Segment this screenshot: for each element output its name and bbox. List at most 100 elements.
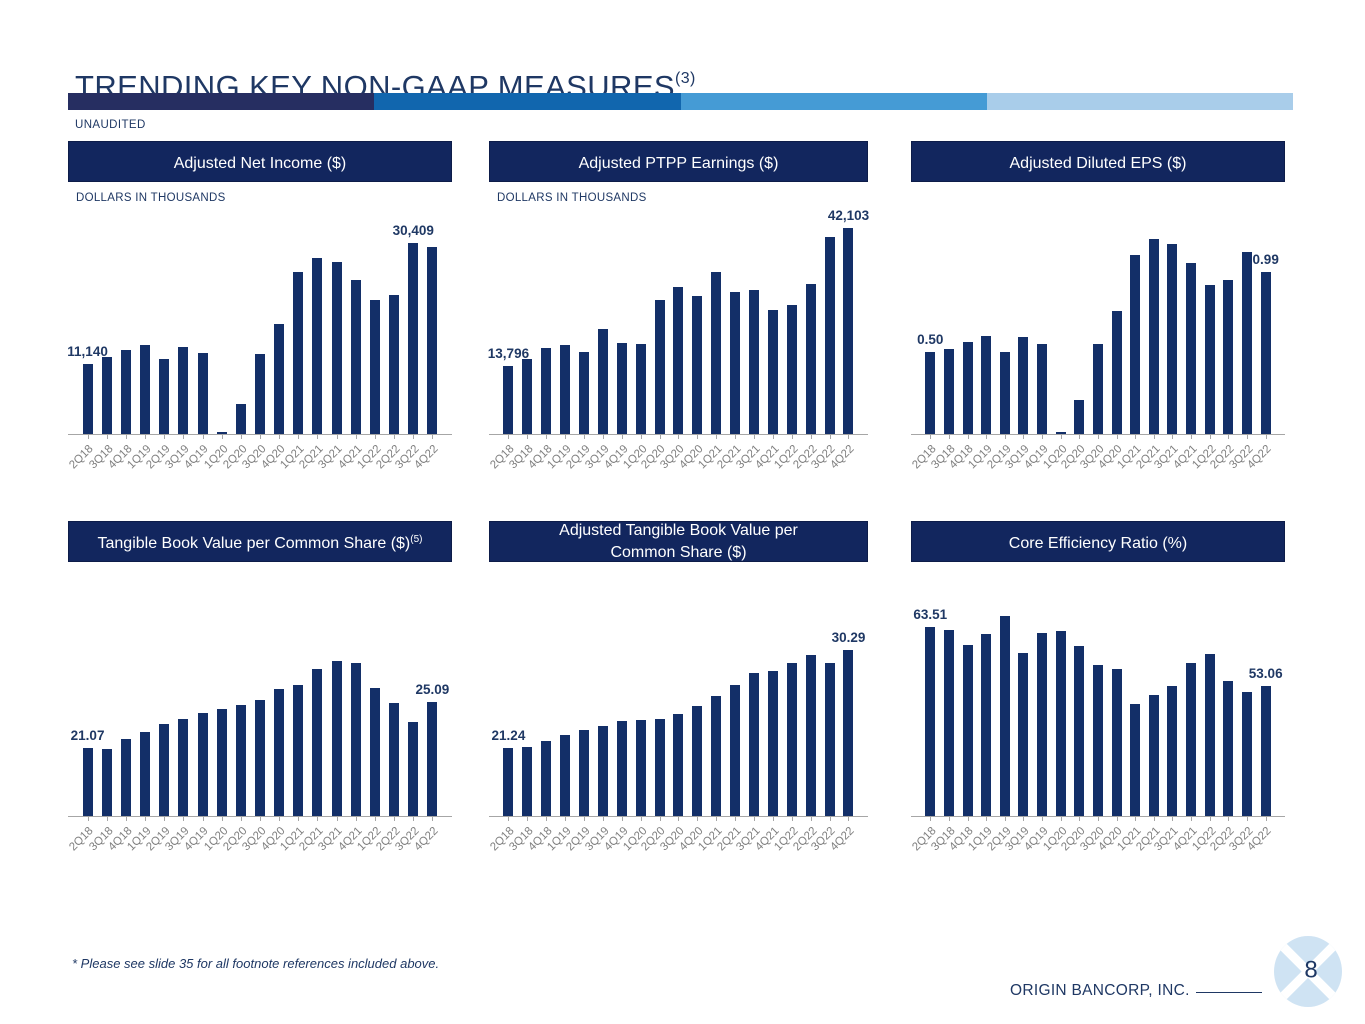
bar-column-2Q20: 2Q20 xyxy=(221,224,250,471)
axis-tick xyxy=(848,816,850,821)
chart-title-bar: Adjusted Diluted EPS ($) xyxy=(911,141,1285,182)
bar-column-4Q22: 4Q22 xyxy=(829,616,858,853)
axis-tick xyxy=(716,434,718,439)
bar-column-4Q21: 4Q21 xyxy=(1171,224,1201,471)
axis-tick xyxy=(1097,434,1099,439)
value-label: 21.07 xyxy=(70,728,105,744)
chart-adjusted-diluted-eps: Adjusted Diluted EPS ($) 2Q18 3Q18 4Q18 1Q1… xyxy=(910,141,1285,494)
axis-tick xyxy=(317,434,319,439)
bar-3Q21 xyxy=(331,660,342,816)
axis-tick xyxy=(374,434,376,439)
axis-tick xyxy=(565,816,567,821)
bar-column-3Q20: 3Q20 xyxy=(659,224,688,471)
axis-tick xyxy=(716,816,718,821)
axis-tick xyxy=(546,816,548,821)
axis-tick xyxy=(221,816,223,821)
bar-column-4Q20: 4Q20 xyxy=(259,616,289,853)
bar-2Q18 xyxy=(925,626,936,816)
bar-column-1Q19: 1Q19 xyxy=(545,224,575,471)
bar-column-2Q18: 2Q18 xyxy=(68,616,97,853)
bar-4Q22 xyxy=(1260,686,1271,816)
bar-3Q22 xyxy=(1241,251,1252,434)
bar-column-2Q22: 2Q22 xyxy=(374,616,404,853)
axis-tick xyxy=(1004,434,1006,439)
axis-tick xyxy=(394,434,396,439)
bar-column-1Q22: 1Q22 xyxy=(1190,616,1219,853)
bar-column-4Q22: 4Q22 xyxy=(1246,224,1275,471)
bar-3Q18 xyxy=(522,746,533,816)
axis-tick xyxy=(432,434,434,439)
bar-3Q22 xyxy=(824,237,835,434)
chart-tangible-book-value: Tangible Book Value per Common Share ($)… xyxy=(68,521,452,876)
bar-column-2Q22: 2Q22 xyxy=(791,224,820,471)
axis-tick xyxy=(754,816,756,821)
bar-4Q19 xyxy=(616,343,627,434)
bar-1Q22 xyxy=(786,663,797,816)
bar-column-2Q18: 2Q18 xyxy=(489,616,518,853)
bar-4Q21 xyxy=(350,662,361,816)
bar-column-3Q19: 3Q19 xyxy=(583,616,612,853)
axis-tick xyxy=(602,434,604,439)
bar-4Q19 xyxy=(197,353,208,434)
bar-column-4Q21: 4Q21 xyxy=(753,224,782,471)
bar-1Q22 xyxy=(1204,653,1215,816)
bar-4Q20 xyxy=(274,324,285,434)
bar-column-2Q20: 2Q20 xyxy=(640,224,669,471)
bar-1Q20 xyxy=(216,709,227,816)
bar-2Q19 xyxy=(999,616,1010,816)
bar-3Q21 xyxy=(1167,686,1178,816)
axis-tick xyxy=(317,816,319,821)
bar-column-4Q22: 4Q22 xyxy=(412,224,442,471)
bar-4Q18 xyxy=(541,347,552,434)
axis-tick xyxy=(810,434,812,439)
axis-tick xyxy=(967,434,969,439)
axis-tick xyxy=(584,434,585,439)
bar-2Q20 xyxy=(654,300,665,434)
bar-column-1Q20: 1Q20 xyxy=(202,616,231,853)
bar-column-3Q22: 3Q22 xyxy=(810,224,839,471)
bar-column-3Q19: 3Q19 xyxy=(163,616,193,853)
value-label: 21.24 xyxy=(491,728,526,744)
page-number: 8 xyxy=(1304,957,1317,984)
value-label: 11,140 xyxy=(67,343,108,359)
bar-column-4Q21: 4Q21 xyxy=(753,616,782,853)
bar-column-3Q20: 3Q20 xyxy=(1078,616,1108,853)
axis-tick xyxy=(948,434,950,439)
value-label: 13,796 xyxy=(487,346,530,362)
axis-tick xyxy=(183,434,185,439)
bar-3Q22 xyxy=(1241,691,1252,816)
axis-tick xyxy=(164,434,166,439)
axis-tick xyxy=(621,434,623,439)
bar-column-4Q18: 4Q18 xyxy=(526,224,556,471)
bar-1Q19 xyxy=(560,735,571,816)
axis-tick xyxy=(1191,434,1193,439)
bar-column-1Q22: 1Q22 xyxy=(1190,224,1219,471)
bar-column-3Q20: 3Q20 xyxy=(1078,224,1108,471)
axis-tick xyxy=(298,816,300,821)
bar-column-2Q20: 2Q20 xyxy=(1059,616,1089,853)
bar-column-3Q18: 3Q18 xyxy=(507,224,537,471)
bar-2Q19 xyxy=(999,351,1010,434)
axis-tick xyxy=(967,816,969,821)
axis-tick xyxy=(1116,816,1118,821)
bar-3Q20 xyxy=(254,699,265,816)
bar-2Q19 xyxy=(159,358,170,434)
axis-tick xyxy=(1246,434,1248,439)
axis-tick xyxy=(986,816,988,821)
bar-2Q21 xyxy=(1148,238,1159,434)
axis-tick xyxy=(125,816,127,821)
bar-2Q20 xyxy=(654,718,665,816)
bar-1Q20 xyxy=(635,720,646,816)
bar-2Q21 xyxy=(730,685,741,816)
bar-3Q22 xyxy=(408,721,419,816)
bar-2Q21 xyxy=(1148,694,1159,816)
axis-tick xyxy=(659,434,661,439)
bar-column-1Q21: 1Q21 xyxy=(696,616,726,853)
brand-underline xyxy=(1195,992,1262,993)
bar-column-3Q18: 3Q18 xyxy=(929,616,959,853)
axis-tick xyxy=(1079,434,1081,439)
bar-2Q22 xyxy=(389,703,400,816)
bar-1Q22 xyxy=(369,687,380,816)
bar-column-4Q22: 4Q22 xyxy=(1246,616,1275,853)
bar-2Q22 xyxy=(389,294,400,434)
